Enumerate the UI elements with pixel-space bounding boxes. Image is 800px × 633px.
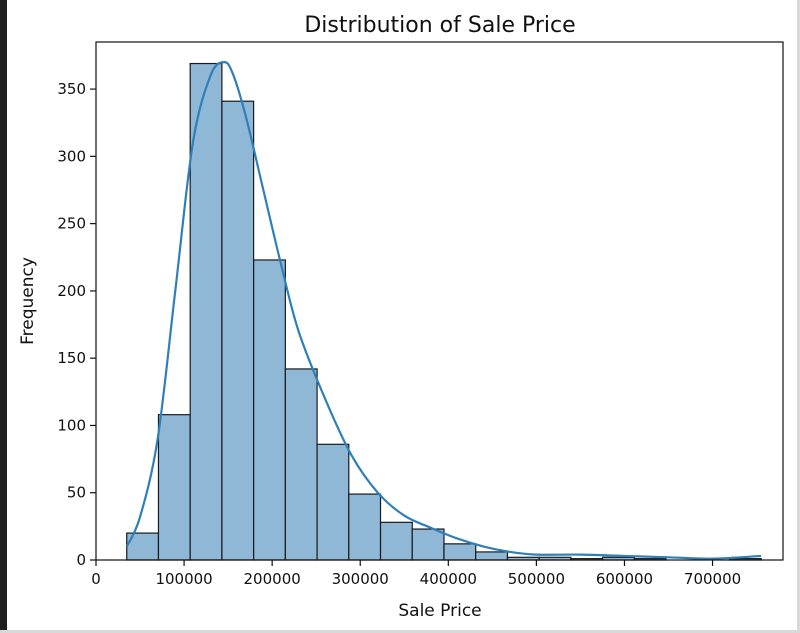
x-tick-label: 600000 xyxy=(596,570,653,588)
histogram-bar xyxy=(379,521,413,561)
x-tick-label: 500000 xyxy=(508,570,565,588)
window-bottom-edge xyxy=(0,630,800,633)
histogram-bars xyxy=(126,62,762,561)
y-tick-label: 200 xyxy=(57,282,86,300)
chart-title: Distribution of Sale Price xyxy=(304,13,575,38)
histogram-bar xyxy=(157,414,191,561)
histogram-bar xyxy=(316,443,350,561)
y-tick-label: 0 xyxy=(76,551,86,569)
y-axis-ticks: 0 50 100 150 200 250 300 350 xyxy=(57,80,96,569)
y-tick-label: 300 xyxy=(57,147,86,165)
plot-frame xyxy=(95,41,784,561)
y-tick-label: 350 xyxy=(57,80,86,98)
kde-curve xyxy=(125,61,762,560)
y-axis-label: Frequency xyxy=(18,257,38,345)
x-axis-label: Sale Price xyxy=(398,601,481,621)
window-right-edge xyxy=(797,0,800,633)
x-tick-label: 700000 xyxy=(684,570,741,588)
x-tick-label: 100000 xyxy=(155,570,212,588)
x-tick-label: 300000 xyxy=(332,570,389,588)
histogram-bar xyxy=(253,259,286,561)
histogram-bar xyxy=(284,368,318,561)
y-tick-label: 50 xyxy=(67,484,86,502)
y-tick-label: 250 xyxy=(57,215,86,233)
x-tick-label: 0 xyxy=(91,570,101,588)
histogram-bar xyxy=(189,62,223,561)
y-tick-label: 150 xyxy=(57,349,86,367)
histogram-bar xyxy=(475,551,509,561)
x-tick-label: 400000 xyxy=(420,570,477,588)
y-tick-label: 100 xyxy=(57,416,86,434)
x-tick-label: 200000 xyxy=(244,570,301,588)
x-axis-ticks: 0 100000 200000 300000 400000 500000 600000 700… xyxy=(91,560,741,588)
histogram-bar xyxy=(221,100,255,561)
histogram-bar xyxy=(443,543,477,561)
histogram-bar xyxy=(348,493,382,561)
window-left-edge xyxy=(0,0,7,633)
histogram-bar xyxy=(411,528,445,561)
